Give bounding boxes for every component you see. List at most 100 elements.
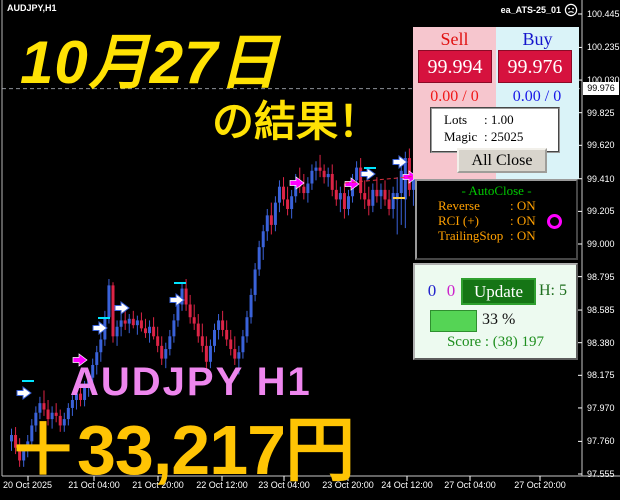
candle-body bbox=[196, 323, 200, 337]
candle-body bbox=[172, 320, 176, 337]
magenta-ring-icon[interactable] bbox=[547, 214, 562, 229]
candle-body bbox=[83, 387, 87, 400]
overlay-date-title: 10月27日 bbox=[20, 29, 280, 96]
candle-body bbox=[204, 345, 208, 362]
candle-body bbox=[66, 407, 70, 420]
lots-label: Lots bbox=[444, 112, 468, 127]
price-axis-label: 99.000 bbox=[587, 239, 615, 249]
candle-body bbox=[306, 183, 310, 194]
candle-body bbox=[188, 304, 192, 318]
candle-body bbox=[302, 186, 306, 194]
price-axis-label: 98.380 bbox=[587, 337, 615, 348]
sell-arrow-icon bbox=[72, 353, 88, 367]
overlay-symbol-text: AUDJPY H1 bbox=[70, 360, 312, 404]
candle-body bbox=[87, 377, 91, 388]
magic-value: : 25025 bbox=[484, 129, 524, 144]
candle-body bbox=[123, 320, 127, 324]
h-count-label: H: 5 bbox=[539, 282, 567, 299]
time-axis-label: 20 Oct 2025 bbox=[3, 480, 53, 490]
price-axis-label: 99.620 bbox=[587, 140, 615, 151]
current-price-tag: 99.976 bbox=[583, 82, 619, 96]
price-axis-label: 100.445 bbox=[587, 9, 620, 19]
candle-body bbox=[127, 318, 131, 324]
price-axis-label: 98.585 bbox=[587, 305, 615, 316]
candle-body bbox=[322, 170, 326, 178]
candle-body bbox=[200, 336, 204, 346]
all-close-button[interactable]: All Close bbox=[457, 148, 547, 173]
sell-arrow-icon bbox=[344, 177, 360, 191]
candle-body bbox=[38, 403, 42, 413]
buy-stat: 0.00 / 0 bbox=[512, 88, 562, 105]
candle-body bbox=[135, 320, 139, 326]
candle-body bbox=[221, 320, 225, 330]
buy-arrow-icon bbox=[169, 293, 185, 307]
candle-body bbox=[99, 339, 103, 353]
price-axis-label: 99.410 bbox=[587, 173, 615, 184]
candle-body bbox=[192, 317, 196, 324]
chart-symbol-label: AUDJPY,H1 bbox=[7, 3, 57, 13]
time-axis-label: 21 Oct 20:00 bbox=[132, 480, 184, 490]
candle-body bbox=[310, 170, 314, 184]
progress-percent: 33 % bbox=[482, 311, 516, 328]
buy-arrow-icon bbox=[92, 321, 108, 335]
price-axis-label: 98.175 bbox=[587, 370, 615, 381]
sad-face-icon[interactable] bbox=[564, 3, 578, 17]
buy-arrow-icon bbox=[392, 155, 408, 169]
candle-body bbox=[111, 285, 115, 337]
price-axis-label: 99.205 bbox=[587, 206, 615, 217]
candle-body bbox=[30, 425, 34, 442]
candle-body bbox=[387, 199, 391, 209]
candle-body bbox=[156, 336, 160, 346]
autoclose-title: - AutoClose - bbox=[461, 183, 532, 198]
buy-arrow-icon bbox=[114, 301, 130, 315]
candle-body bbox=[50, 412, 54, 420]
rci-value: : ON bbox=[510, 213, 536, 228]
reverse-label: Reverse bbox=[438, 198, 480, 213]
autoclose-panel: - AutoClose - Reverse: ON RCI (+): ON Tr… bbox=[415, 179, 578, 260]
candle-body bbox=[148, 326, 152, 334]
candle-body bbox=[42, 403, 46, 410]
sell-stat: 0.00 / 0 bbox=[430, 88, 479, 105]
candle-body bbox=[107, 285, 111, 318]
candle-body bbox=[58, 415, 62, 426]
candle-body bbox=[269, 215, 273, 225]
candle-body bbox=[290, 196, 294, 209]
candle-body bbox=[79, 393, 83, 400]
candle-body bbox=[18, 447, 22, 461]
candle-body bbox=[379, 189, 383, 197]
candle-body bbox=[367, 199, 371, 206]
candle-body bbox=[245, 317, 249, 337]
candle-body bbox=[277, 186, 281, 203]
candle-body bbox=[265, 215, 269, 232]
candle-body bbox=[286, 199, 290, 209]
magic-label: Magic bbox=[444, 129, 478, 144]
candle-body bbox=[334, 189, 338, 200]
candle-body bbox=[143, 328, 147, 334]
price-axis-label: 97.760 bbox=[587, 436, 615, 447]
count-blue: 0 bbox=[427, 281, 437, 300]
candle-body bbox=[261, 231, 265, 248]
buy-label: Buy bbox=[522, 29, 553, 49]
price-axis-label: 98.795 bbox=[587, 271, 615, 282]
trendline[interactable] bbox=[344, 175, 419, 184]
time-axis-label: 27 Oct 20:00 bbox=[514, 480, 566, 490]
candle-body bbox=[34, 412, 38, 426]
candle-body bbox=[131, 318, 135, 326]
update-button[interactable]: Update bbox=[461, 278, 536, 305]
buy-price-button[interactable]: 99.976 bbox=[498, 50, 572, 83]
trade-panel: Sell Buy 99.994 99.976 0.00 / 0 0.00 / 0… bbox=[413, 27, 579, 179]
time-axis-label: 23 Oct 04:00 bbox=[258, 480, 310, 490]
candle-body bbox=[176, 304, 180, 321]
candle-body bbox=[237, 352, 241, 359]
candle-body bbox=[314, 167, 318, 171]
lots-value: : 1.00 bbox=[484, 112, 514, 127]
time-axis-label: 24 Oct 12:00 bbox=[381, 480, 433, 490]
candle-body bbox=[375, 189, 379, 197]
buy-arrow-icon bbox=[16, 386, 32, 400]
candle-body bbox=[208, 345, 212, 362]
sell-price-button[interactable]: 99.994 bbox=[418, 50, 492, 83]
candle-body bbox=[257, 247, 261, 270]
candle-body bbox=[326, 173, 330, 178]
candle-body bbox=[91, 364, 95, 378]
